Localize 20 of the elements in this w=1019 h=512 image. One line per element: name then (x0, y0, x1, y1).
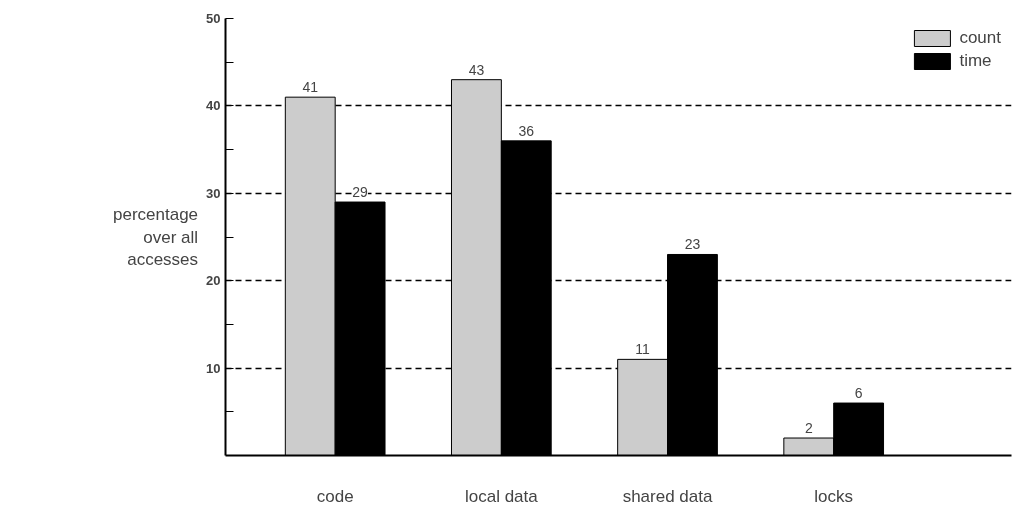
y-tick-label: 30 (206, 185, 221, 201)
y-tick-label: 20 (206, 273, 221, 289)
x-tick-label: code (316, 486, 354, 506)
data-label: 36 (518, 122, 535, 139)
y-tick-label: 10 (206, 360, 221, 376)
y-tick-label: 40 (206, 98, 221, 114)
data-label: 43 (468, 61, 485, 78)
x-tick-label: locks (814, 486, 854, 506)
data-label: 29 (352, 184, 369, 201)
y-tick-label: 50 (206, 11, 221, 26)
data-label: 23 (684, 236, 701, 253)
y-axis-title: percentage over all accesses (112, 204, 199, 270)
data-label: 2 (804, 420, 813, 437)
data-label: 6 (854, 385, 863, 402)
x-tick-label: local data (464, 486, 539, 506)
legend-label: count (959, 28, 1001, 48)
data-label: 41 (302, 79, 319, 96)
data-label: 11 (635, 341, 651, 358)
x-tick-label: shared data (622, 486, 713, 506)
legend-label: time (959, 51, 992, 71)
